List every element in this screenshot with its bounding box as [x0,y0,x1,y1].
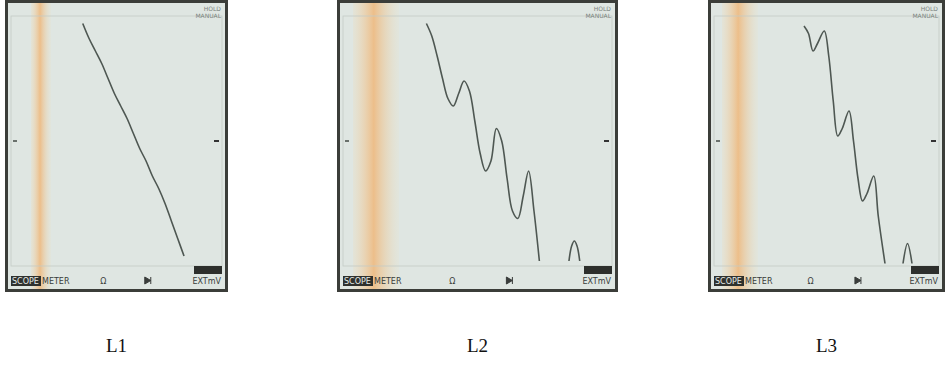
scope-panel: HOLDMANUAL SCOPEMETER Ω EXTmV [708,0,945,292]
screen-label: METER [745,277,773,286]
marker [716,140,720,142]
plot-frame [11,16,222,266]
panel-title: L2 [467,335,488,356]
bezel [337,0,618,292]
panel-title: L1 [106,335,127,356]
plot-area [426,24,579,262]
screen-label: Ω [807,277,813,286]
marker [214,140,219,142]
screen [8,3,225,289]
scope-panel: HOLDMANUAL SCOPEMETER Ω EXTmV [337,0,618,292]
menu-icon [855,277,861,284]
menu-icon [506,277,512,284]
screen-label: SCOPE [715,277,742,286]
panel-title: L3 [816,335,837,356]
bezel [5,0,228,292]
menu-highlight [714,276,744,286]
marker [604,140,609,142]
menu-highlight [11,276,41,286]
screen-label: MANUAL [195,12,221,19]
glare-band [31,3,51,289]
status-box [911,266,939,274]
bezel [708,0,945,292]
scope-panel: HOLDMANUAL SCOPEMETER Ω EXTmV [5,0,228,292]
glare-band [722,3,758,289]
screen-label: HOLD [921,5,939,12]
screen-label: HOLD [594,5,612,12]
screen-label: EXTmV [582,277,611,286]
screen-label: MANUAL [912,12,938,19]
screen-label: HOLD [204,5,222,12]
status-box [194,266,222,274]
screen-label: EXTmV [192,277,221,286]
screen [340,3,615,289]
screen-label: METER [374,277,402,286]
screen-label: METER [42,277,70,286]
screen-label: SCOPE [12,277,39,286]
screen-label: Ω [449,277,455,286]
glare-band [353,3,399,289]
plot-area [83,24,184,257]
screen-label: EXTmV [909,277,938,286]
waveform [83,24,184,257]
figure: HOLDMANUALSCOPEMETERΩEXTmVL1HOLDMANUALSC… [0,0,950,371]
screen-label: Ω [100,277,106,286]
marker [931,140,936,142]
plot-frame [714,16,939,266]
plot-area [804,26,912,264]
menu-highlight [343,276,373,286]
screen [711,3,942,289]
marker [13,140,17,142]
waveform [426,24,579,262]
status-box [584,266,612,274]
screen-label: MANUAL [585,12,611,19]
screen-label: SCOPE [344,277,371,286]
menu-icon [145,277,151,284]
waveform [804,26,912,264]
marker [345,140,349,142]
plot-frame [343,16,612,266]
